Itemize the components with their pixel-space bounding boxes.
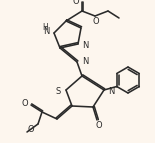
Text: N: N [82,57,88,66]
Text: O: O [93,16,99,25]
Text: N: N [108,87,114,96]
Text: S: S [56,87,61,96]
Text: O: O [72,0,79,5]
Text: O: O [21,100,28,109]
Text: O: O [96,121,102,130]
Text: O: O [27,125,34,134]
Text: H: H [42,23,48,32]
Text: N: N [82,40,88,49]
Text: N: N [44,27,50,36]
